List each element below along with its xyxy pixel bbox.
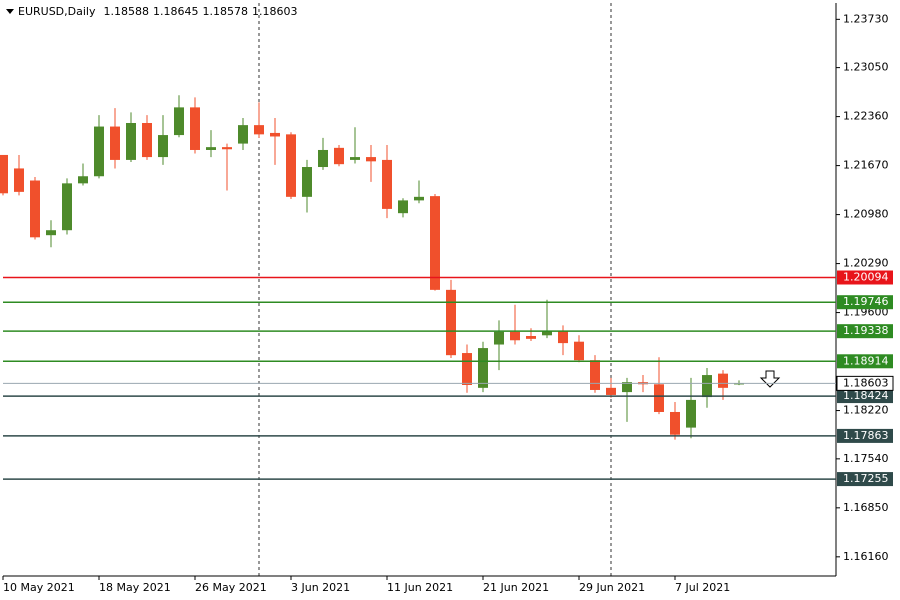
candle-body	[542, 331, 552, 336]
current-price-box	[836, 375, 894, 391]
candle-body	[14, 168, 24, 192]
menu-triangle[interactable]	[6, 9, 14, 14]
symbol-title: EURUSD,Daily	[18, 5, 96, 18]
level-label-box	[837, 270, 893, 285]
candle-body	[94, 126, 104, 177]
candle-body	[382, 159, 392, 209]
header-low: 1.18578	[202, 5, 248, 18]
header-high: 1.18645	[153, 5, 199, 18]
candle-body	[366, 157, 376, 162]
candle-body	[478, 348, 488, 388]
level-label-box	[837, 295, 893, 310]
candle-body	[30, 180, 40, 238]
candle-body	[238, 125, 248, 144]
candle-body	[222, 147, 232, 150]
candle-body	[494, 331, 504, 345]
candle-body	[462, 353, 472, 385]
candle-body	[702, 375, 712, 398]
level-label-box	[837, 324, 893, 339]
x-tick-label: 7 Jul 2021	[675, 581, 730, 594]
y-tick-label: 1.21670	[843, 159, 889, 172]
candle-body	[126, 122, 136, 160]
candle-body	[46, 230, 56, 236]
candle-body	[734, 383, 744, 385]
y-tick-label: 1.23730	[843, 12, 889, 25]
candle-body	[398, 200, 408, 214]
candle-body	[414, 196, 424, 201]
sell-arrow-icon	[759, 370, 781, 388]
x-tick-label: 29 Jun 2021	[579, 581, 645, 594]
level-label-box	[837, 354, 893, 369]
chart-header: EURUSD,Daily 1.18588 1.18645 1.18578 1.18603	[18, 5, 297, 18]
y-tick-label: 1.20980	[843, 208, 889, 221]
candle-body	[174, 107, 184, 136]
level-label: 1.17863	[843, 429, 889, 442]
candle-body	[270, 132, 280, 137]
current-price-label: 1.18603	[843, 376, 889, 389]
x-tick-label: 21 Jun 2021	[483, 581, 549, 594]
y-tick-label: 1.16160	[843, 550, 889, 563]
candle-body	[510, 331, 520, 341]
level-label: 1.19746	[843, 295, 889, 308]
level-label-box	[837, 428, 893, 443]
candle-body	[110, 126, 120, 160]
candle-body	[718, 373, 728, 388]
level-label-box	[837, 472, 893, 487]
candle-body	[606, 387, 616, 395]
candle-body	[622, 382, 632, 393]
level-label-box	[837, 389, 893, 404]
level-label: 1.19338	[843, 324, 889, 337]
candle-body	[574, 341, 584, 361]
x-tick-label: 18 May 2021	[99, 581, 171, 594]
candle-body	[302, 167, 312, 197]
candle-body	[78, 176, 88, 184]
x-tick-label: 3 Jun 2021	[291, 581, 350, 594]
candle-body	[350, 157, 360, 160]
candle-body	[430, 196, 440, 290]
candle-body	[286, 134, 296, 197]
level-label: 1.18914	[843, 354, 889, 367]
candle-body	[142, 122, 152, 158]
candle-body	[0, 154, 8, 194]
candle-body	[254, 125, 264, 135]
plot-area	[3, 3, 836, 576]
y-tick-label: 1.16850	[843, 501, 889, 514]
candle-body	[686, 399, 696, 428]
candle-body	[526, 336, 536, 339]
header-close: 1.18603	[252, 5, 298, 18]
x-tick-label: 11 Jun 2021	[387, 581, 453, 594]
candle-body	[654, 384, 664, 412]
candle-body	[62, 183, 72, 231]
candle-body	[206, 147, 216, 150]
candle-body	[558, 331, 568, 344]
candle-body	[334, 147, 344, 165]
level-label: 1.18424	[843, 389, 889, 402]
y-tick-label: 1.18220	[843, 404, 889, 417]
x-tick-label: 10 May 2021	[3, 581, 75, 594]
level-label: 1.20094	[843, 271, 889, 284]
y-tick-label: 1.22360	[843, 110, 889, 123]
level-label: 1.17255	[843, 472, 889, 485]
candle-body	[446, 289, 456, 356]
x-tick-label: 26 May 2021	[195, 581, 267, 594]
candle-body	[670, 411, 680, 435]
y-tick-label: 1.17540	[843, 452, 889, 465]
y-tick-label: 1.20290	[843, 257, 889, 270]
y-tick-label: 1.23050	[843, 61, 889, 74]
candle-body	[590, 360, 600, 390]
candle-body	[190, 107, 200, 150]
header-open: 1.18588	[103, 5, 149, 18]
candle-body	[318, 149, 328, 168]
candle-body	[158, 135, 168, 158]
